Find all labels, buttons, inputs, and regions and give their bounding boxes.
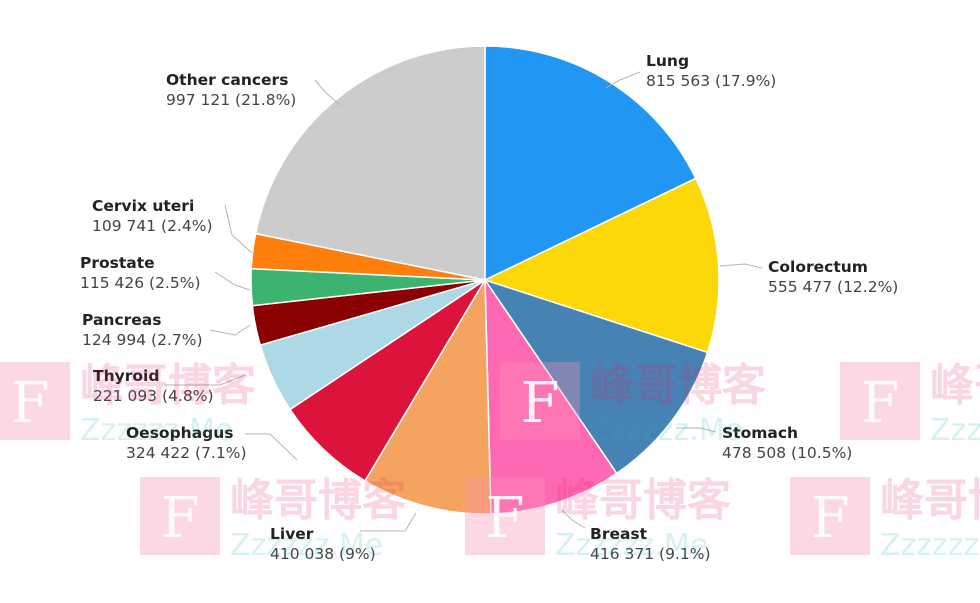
slice-label-value: 478 508 (10.5%) [722,444,852,462]
leader-line [209,324,251,336]
leader-line [605,71,641,89]
svg-text:Zzzzzz.Me: Zzzzzz.Me [555,528,708,563]
pie-slice-lung [484,45,697,282]
leader-line [676,427,717,433]
svg-text:F: F [486,486,525,551]
svg-text:峰哥博客: 峰哥博客 [930,360,980,411]
slice-label-value: 115 426 (2.5%) [80,274,201,292]
slice-label-name: Oesophagus [126,424,234,442]
svg-text:F: F [521,371,560,436]
slice-labels: Lung 815 563 (17.9%) Colorectum 555 477 (12… [80,52,898,563]
svg-text:峰哥博客: 峰哥博客 [555,475,731,526]
leader-line [224,204,253,254]
leader-line [561,509,586,529]
slice-label-name: Colorectum [768,258,868,276]
svg-text:Zzzzzz.Me: Zzzzzz.Me [80,413,233,448]
pie-slice-stomach [483,278,709,475]
slice-label-name: Breast [590,525,648,543]
pie-slice-liver [363,277,492,515]
slice-label-name: Pancreas [82,311,161,329]
leader-line [165,374,246,386]
leader-line [214,271,251,291]
svg-text:峰哥博客: 峰哥博客 [230,475,406,526]
svg-text:Zzzzzz.Me: Zzzzzz.Me [880,528,980,563]
svg-text:F: F [161,486,200,551]
slice-label-value: 555 477 (12.2%) [768,278,898,296]
watermark-layer: F峰哥博客Zzzzzz.MeF峰哥博客Zzzzzz.MeF峰哥博客Zzzzzz.… [0,360,980,563]
leader-line [245,433,298,461]
pie-slice-colorectum [482,177,720,354]
svg-text:Zzzzzz.Me: Zzzzzz.Me [930,413,980,448]
pie-slice-breast [484,277,618,515]
slice-label-name: Stomach [722,424,798,442]
pie-slice-oesophagus [289,279,486,482]
slice-label-value: 815 563 (17.9%) [646,72,776,90]
slice-label-name: Cervix uteri [92,197,194,215]
leader-line [719,263,763,269]
slice-label-value: 124 994 (2.7%) [82,331,203,349]
slice-label-name: Lung [646,52,689,70]
svg-text:峰哥博客: 峰哥博客 [80,360,256,411]
slice-label-value: 324 422 (7.1%) [126,444,247,462]
slice-label-name: Other cancers [166,71,288,89]
slice-label-name: Prostate [80,254,155,272]
slice-label-value: 109 741 (2.4%) [92,217,213,235]
svg-text:Zzzzzz.Me: Zzzzzz.Me [230,528,383,563]
svg-text:Zzzzzz.Me: Zzzzzz.Me [590,413,743,448]
svg-text:F: F [811,486,850,551]
svg-text:F: F [11,371,50,436]
pie-slices [250,45,720,515]
svg-text:峰哥博客: 峰哥博客 [590,360,766,411]
leader-line [360,512,417,532]
slice-label-name: Thyroid [93,367,159,385]
slice-label-name: Liver [270,525,314,543]
leader-line [314,79,341,106]
slice-label-value: 221 093 (4.8%) [93,387,214,405]
pie-slice-other-cancers [254,45,486,281]
leader-lines [165,71,763,532]
slice-label-value: 997 121 (21.8%) [166,91,296,109]
slice-label-value: 410 038 (9%) [270,545,376,563]
svg-text:峰哥博客: 峰哥博客 [880,475,980,526]
slice-label-value: 416 371 (9.1%) [590,545,711,563]
svg-text:F: F [861,371,900,436]
